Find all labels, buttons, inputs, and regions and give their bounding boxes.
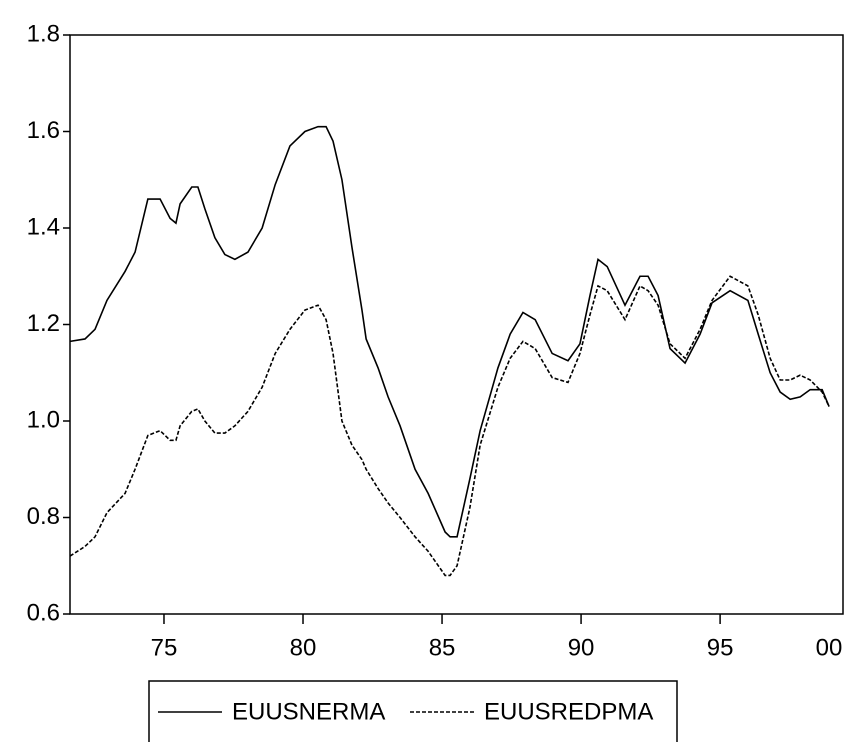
series-line [69,275,830,577]
legend-label: EUUSNERMA [232,698,385,725]
y-tick-label: 0.8 [27,503,60,530]
legend-box [148,680,678,742]
legend-label: EUUSREDPMA [484,698,653,725]
series-line [69,125,830,538]
x-tick-label: 75 [151,634,178,661]
x-tick-label: 90 [568,634,595,661]
y-tick-label: 1.8 [27,20,60,47]
x-tick-label: 00 [816,634,843,661]
x-tick-label: 95 [707,634,734,661]
y-tick-label: 1.4 [27,213,60,240]
y-tick-label: 1.2 [27,310,60,337]
y-tick-label: 1.6 [27,117,60,144]
plot-frame [69,34,844,615]
y-tick-label: 1.0 [27,406,60,433]
x-tick-label: 85 [429,634,456,661]
y-tick-label: 0.6 [27,599,60,626]
x-tick-label: 80 [290,634,317,661]
